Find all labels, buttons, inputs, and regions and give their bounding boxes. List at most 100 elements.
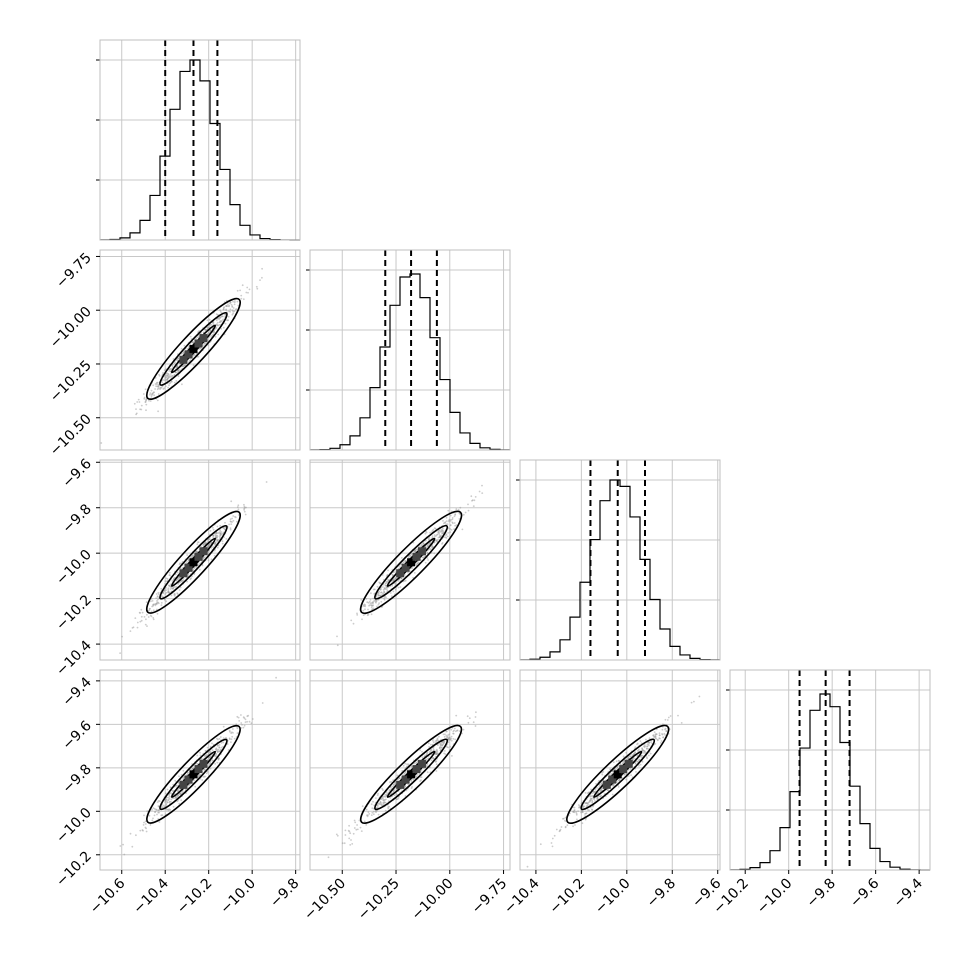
sample-point: [176, 800, 179, 803]
sample-point: [209, 530, 212, 532]
sample-point: [639, 763, 642, 766]
sample-point: [174, 361, 176, 364]
sample-point: [440, 529, 443, 531]
sample-point: [154, 383, 157, 385]
sample-point: [428, 751, 431, 753]
sample-point: [218, 746, 221, 748]
sample-point: [160, 814, 163, 817]
sample-point: [649, 752, 652, 755]
sample-point: [636, 743, 638, 746]
histogram-step: [520, 479, 720, 661]
sample-point: [144, 388, 147, 391]
sample-point: [158, 800, 161, 802]
sample-point: [375, 797, 377, 799]
sample-point: [430, 759, 433, 762]
sample-point: [216, 321, 219, 324]
sample-point: [445, 730, 447, 733]
sample-point: [455, 524, 458, 527]
sample-point: [161, 379, 164, 381]
sample-point: [164, 801, 167, 804]
sample-point: [387, 806, 389, 808]
sample-point: [232, 732, 234, 734]
sample-point: [391, 785, 394, 788]
scatter-panel-0-2: [99, 459, 301, 661]
sample-point: [437, 536, 440, 539]
sample-point: [100, 442, 103, 444]
sample-point: [638, 764, 640, 767]
sample-point: [168, 574, 171, 576]
density-cell: [602, 780, 611, 789]
panel-frame: [99, 249, 301, 451]
sample-point: [451, 517, 454, 519]
sample-point: [197, 355, 200, 358]
sample-point: [645, 738, 647, 741]
sample-point: [453, 515, 456, 518]
sample-point: [236, 520, 238, 523]
sample-point: [206, 319, 209, 322]
sample-point: [636, 760, 639, 763]
sample-point: [242, 716, 245, 719]
sample-point: [526, 865, 529, 868]
sample-point: [212, 536, 215, 539]
sample-point: [551, 837, 554, 840]
sample-point: [233, 737, 236, 740]
sample-point: [595, 782, 597, 785]
sample-point: [219, 534, 222, 537]
sample-point: [574, 824, 576, 826]
sample-point: [341, 842, 344, 845]
sample-point: [344, 834, 347, 836]
sample-point: [144, 823, 147, 825]
sample-point: [145, 601, 148, 603]
sample-point: [669, 715, 672, 717]
sample-point: [596, 786, 598, 789]
sample-point: [178, 793, 181, 795]
sample-point: [444, 522, 446, 524]
sample-point: [597, 792, 599, 794]
sample-point: [572, 811, 575, 813]
sample-point: [131, 627, 134, 629]
sample-point: [375, 811, 377, 814]
sample-point: [432, 739, 434, 742]
sample-point: [419, 776, 422, 779]
sample-point: [597, 798, 599, 800]
sample-point: [435, 748, 438, 751]
sample-point: [213, 543, 216, 545]
sample-point: [216, 737, 218, 740]
sample-point: [464, 511, 467, 514]
sample-point: [224, 521, 226, 524]
sample-point: [165, 802, 168, 805]
y-tick-label: −10.00: [47, 304, 95, 352]
sample-point: [201, 779, 204, 781]
density-cell: [189, 558, 198, 567]
sample-point: [143, 821, 145, 824]
scatter-panel-0-1: [99, 249, 301, 451]
sample-point: [367, 811, 370, 814]
x-tick-label: −10.4: [501, 875, 543, 917]
sample-point: [246, 720, 249, 723]
sample-point: [163, 599, 166, 601]
sample-point: [164, 379, 167, 382]
sample-point: [232, 307, 235, 309]
sample-point: [387, 578, 389, 581]
sample-point: [555, 828, 558, 831]
sample-point: [173, 797, 176, 799]
sample-point: [442, 520, 444, 522]
sample-point: [164, 377, 167, 379]
sample-point: [666, 719, 669, 721]
sample-point: [474, 716, 477, 718]
sample-point: [225, 305, 227, 307]
sample-point: [148, 609, 151, 612]
sample-point: [203, 775, 205, 778]
sample-point: [445, 537, 448, 539]
sample-point: [397, 778, 399, 781]
sample-point: [192, 569, 195, 571]
density-cell: [199, 759, 208, 768]
sample-point: [153, 391, 155, 394]
sample-point: [629, 768, 632, 770]
sample-point: [466, 715, 469, 718]
sample-point: [215, 755, 218, 757]
sample-point: [222, 737, 225, 739]
sample-point: [165, 577, 168, 580]
sample-point: [240, 297, 243, 300]
sample-point: [215, 531, 218, 534]
